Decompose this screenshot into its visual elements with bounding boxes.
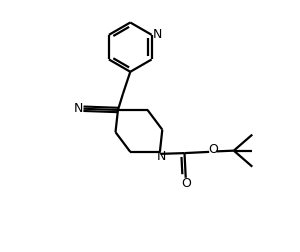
Text: N: N [156, 150, 166, 163]
Text: O: O [208, 143, 218, 156]
Text: O: O [181, 177, 191, 191]
Text: N: N [74, 102, 83, 115]
Text: N: N [152, 28, 162, 41]
